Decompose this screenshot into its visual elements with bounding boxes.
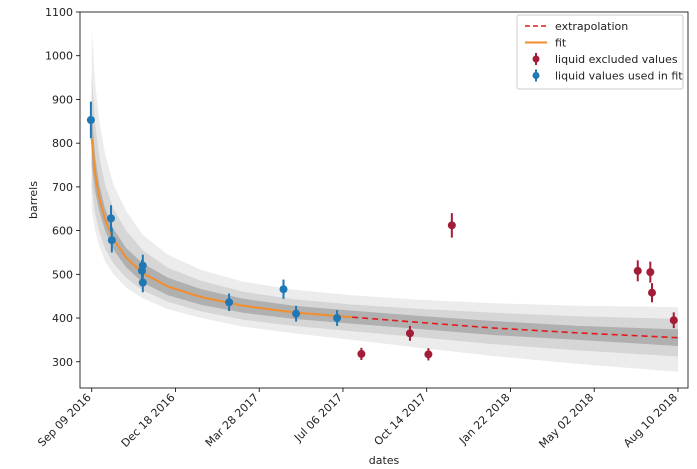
- legend-label: fit: [555, 37, 567, 50]
- excluded-point: [447, 213, 456, 238]
- y-tick-label: 900: [52, 93, 73, 106]
- y-tick-label: 700: [52, 181, 73, 194]
- point-marker: [138, 261, 147, 270]
- used-point: [138, 254, 147, 277]
- y-axis: 300 400 500 600 700 800 900 1000 1100: [45, 6, 80, 369]
- legend-item: liquid excluded values: [532, 53, 678, 66]
- point-marker: [225, 298, 234, 307]
- point-marker: [107, 236, 116, 245]
- excluded-point: [646, 261, 655, 283]
- point-marker: [279, 285, 288, 294]
- point-marker: [333, 314, 342, 323]
- point-marker: [647, 288, 656, 297]
- excluded-point: [405, 325, 414, 341]
- excluded-point: [647, 283, 656, 303]
- y-axis-label: barrels: [27, 181, 40, 219]
- excluded-point: [633, 260, 642, 282]
- x-axis-label: dates: [369, 454, 400, 467]
- legend-item: fit: [525, 37, 567, 50]
- y-tick-label: 300: [52, 356, 73, 369]
- excluded-point: [424, 348, 433, 361]
- used-point: [107, 227, 116, 253]
- excluded-point: [357, 347, 366, 361]
- y-tick-label: 600: [52, 225, 73, 238]
- extrapolation-line: [352, 316, 679, 339]
- used-point: [86, 101, 95, 139]
- plot-area-frame: [79, 11, 689, 389]
- legend-box: [516, 14, 684, 90]
- y-tick-label: 500: [52, 268, 73, 281]
- legend-swatch: [532, 72, 540, 79]
- point-marker: [106, 214, 115, 223]
- point-marker: [86, 115, 95, 124]
- used-point: [333, 310, 342, 326]
- legend-label: extrapolation: [555, 20, 628, 33]
- legend-label: liquid values used in fit: [555, 70, 683, 83]
- point-marker: [669, 316, 678, 325]
- point-marker: [405, 329, 414, 338]
- legend: extrapolation fit liquid excluded values li…: [516, 14, 684, 90]
- used-point: [138, 273, 147, 293]
- data-points: [86, 101, 678, 361]
- point-marker: [138, 278, 147, 287]
- point-marker: [424, 350, 433, 359]
- fit-line: [90, 138, 353, 319]
- point-marker: [646, 268, 655, 277]
- used-point: [292, 305, 301, 322]
- point-marker: [292, 309, 301, 318]
- used-point: [106, 205, 115, 232]
- band-outer: [91, 27, 678, 372]
- legend-label: liquid excluded values: [555, 53, 678, 66]
- point-marker: [633, 266, 642, 275]
- y-tick-label: 1100: [45, 6, 73, 19]
- y-tick-label: 800: [52, 137, 73, 150]
- y-tick-label: 400: [52, 312, 73, 325]
- legend-swatch: [532, 55, 540, 63]
- used-point: [225, 293, 234, 312]
- point-marker: [447, 221, 456, 230]
- fit-lines: [90, 138, 679, 339]
- legend-item: liquid values used in fit: [532, 69, 683, 83]
- excluded-point: [669, 312, 678, 329]
- y-tick-label: 1000: [45, 50, 73, 63]
- legend-item: extrapolation: [525, 20, 628, 33]
- used-point: [279, 279, 288, 299]
- point-marker: [357, 349, 366, 358]
- confidence-bands: [91, 27, 678, 372]
